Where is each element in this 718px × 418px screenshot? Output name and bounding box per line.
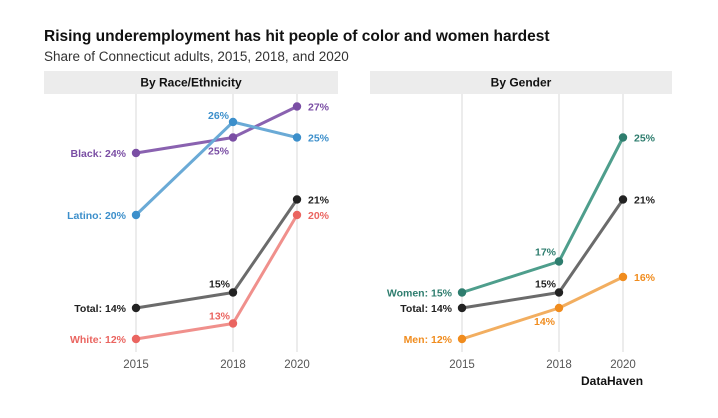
data-label-race-total-2015: Total: 14% [74, 303, 126, 315]
panel-title-race: By Race/Ethnicity [140, 76, 242, 90]
data-label-race-black-2015: Black: 24% [71, 148, 127, 160]
data-point-gender-men-2020 [618, 272, 628, 282]
data-point-race-white-2018 [228, 319, 238, 328]
panel-header-gender [370, 71, 672, 94]
data-point-race-black-2018 [228, 133, 238, 142]
data-label-race-latino-2018: 26% [208, 110, 230, 122]
chart-subtitle: Share of Connecticut adults, 2015, 2018,… [44, 49, 349, 64]
data-point-race-latino-2020 [292, 133, 302, 142]
data-point-gender-women-2018 [554, 257, 564, 266]
x-tick-gender-2015: 2015 [449, 359, 475, 371]
source-credit: DataHaven [581, 374, 644, 388]
data-label-gender-men-2015: Men: 12% [404, 334, 453, 346]
chart-title: Rising underemployment has hit people of… [44, 28, 550, 45]
x-tick-race-2018: 2018 [220, 359, 246, 371]
data-point-race-latino-2015 [131, 210, 141, 220]
data-label-gender-men-2020: 16% [634, 272, 656, 284]
data-label-race-black-2018: 25% [208, 146, 230, 158]
data-point-gender-total-2018 [554, 288, 564, 297]
data-label-race-latino-2015: Latino: 20% [67, 210, 127, 222]
data-point-race-black-2020 [292, 102, 302, 111]
data-point-race-white-2020 [292, 210, 302, 220]
data-point-race-total-2018 [228, 288, 238, 297]
data-point-gender-total-2015 [457, 303, 467, 313]
data-label-race-total-2020: 21% [308, 195, 330, 207]
data-point-race-white-2015 [131, 334, 141, 344]
data-point-gender-men-2018 [554, 303, 564, 313]
data-label-race-white-2020: 20% [308, 210, 330, 222]
data-point-gender-total-2020 [618, 195, 628, 204]
data-point-gender-women-2015 [457, 288, 467, 297]
data-label-gender-women-2020: 25% [634, 133, 656, 145]
data-label-gender-total-2020: 21% [634, 195, 656, 207]
data-point-race-black-2015 [131, 148, 141, 158]
data-label-race-black-2020: 27% [308, 102, 330, 114]
data-label-gender-total-2018: 15% [535, 279, 557, 291]
x-tick-gender-2018: 2018 [546, 359, 572, 371]
data-point-race-total-2015 [131, 303, 141, 313]
x-tick-race-2020: 2020 [284, 359, 310, 371]
data-point-race-latino-2018 [228, 117, 238, 127]
x-tick-race-2015: 2015 [123, 359, 149, 371]
data-label-gender-women-2015: Women: 15% [387, 288, 453, 300]
data-point-gender-women-2020 [618, 133, 628, 142]
data-label-race-latino-2020: 25% [308, 133, 330, 145]
data-label-race-white-2018: 13% [209, 311, 231, 323]
x-tick-gender-2020: 2020 [610, 359, 636, 371]
data-label-race-total-2018: 15% [209, 279, 231, 291]
data-label-race-white-2015: White: 12% [70, 334, 127, 346]
data-label-gender-men-2018: 14% [534, 316, 556, 328]
series-line-race-latino [134, 120, 298, 217]
data-point-race-total-2020 [292, 195, 302, 204]
series-line-gender-women [461, 136, 625, 294]
panel-title-gender: By Gender [491, 76, 552, 90]
data-point-gender-men-2015 [457, 334, 467, 344]
panel-header-race [44, 71, 338, 94]
data-label-gender-total-2015: Total: 14% [400, 303, 452, 315]
data-label-gender-women-2018: 17% [535, 247, 557, 259]
